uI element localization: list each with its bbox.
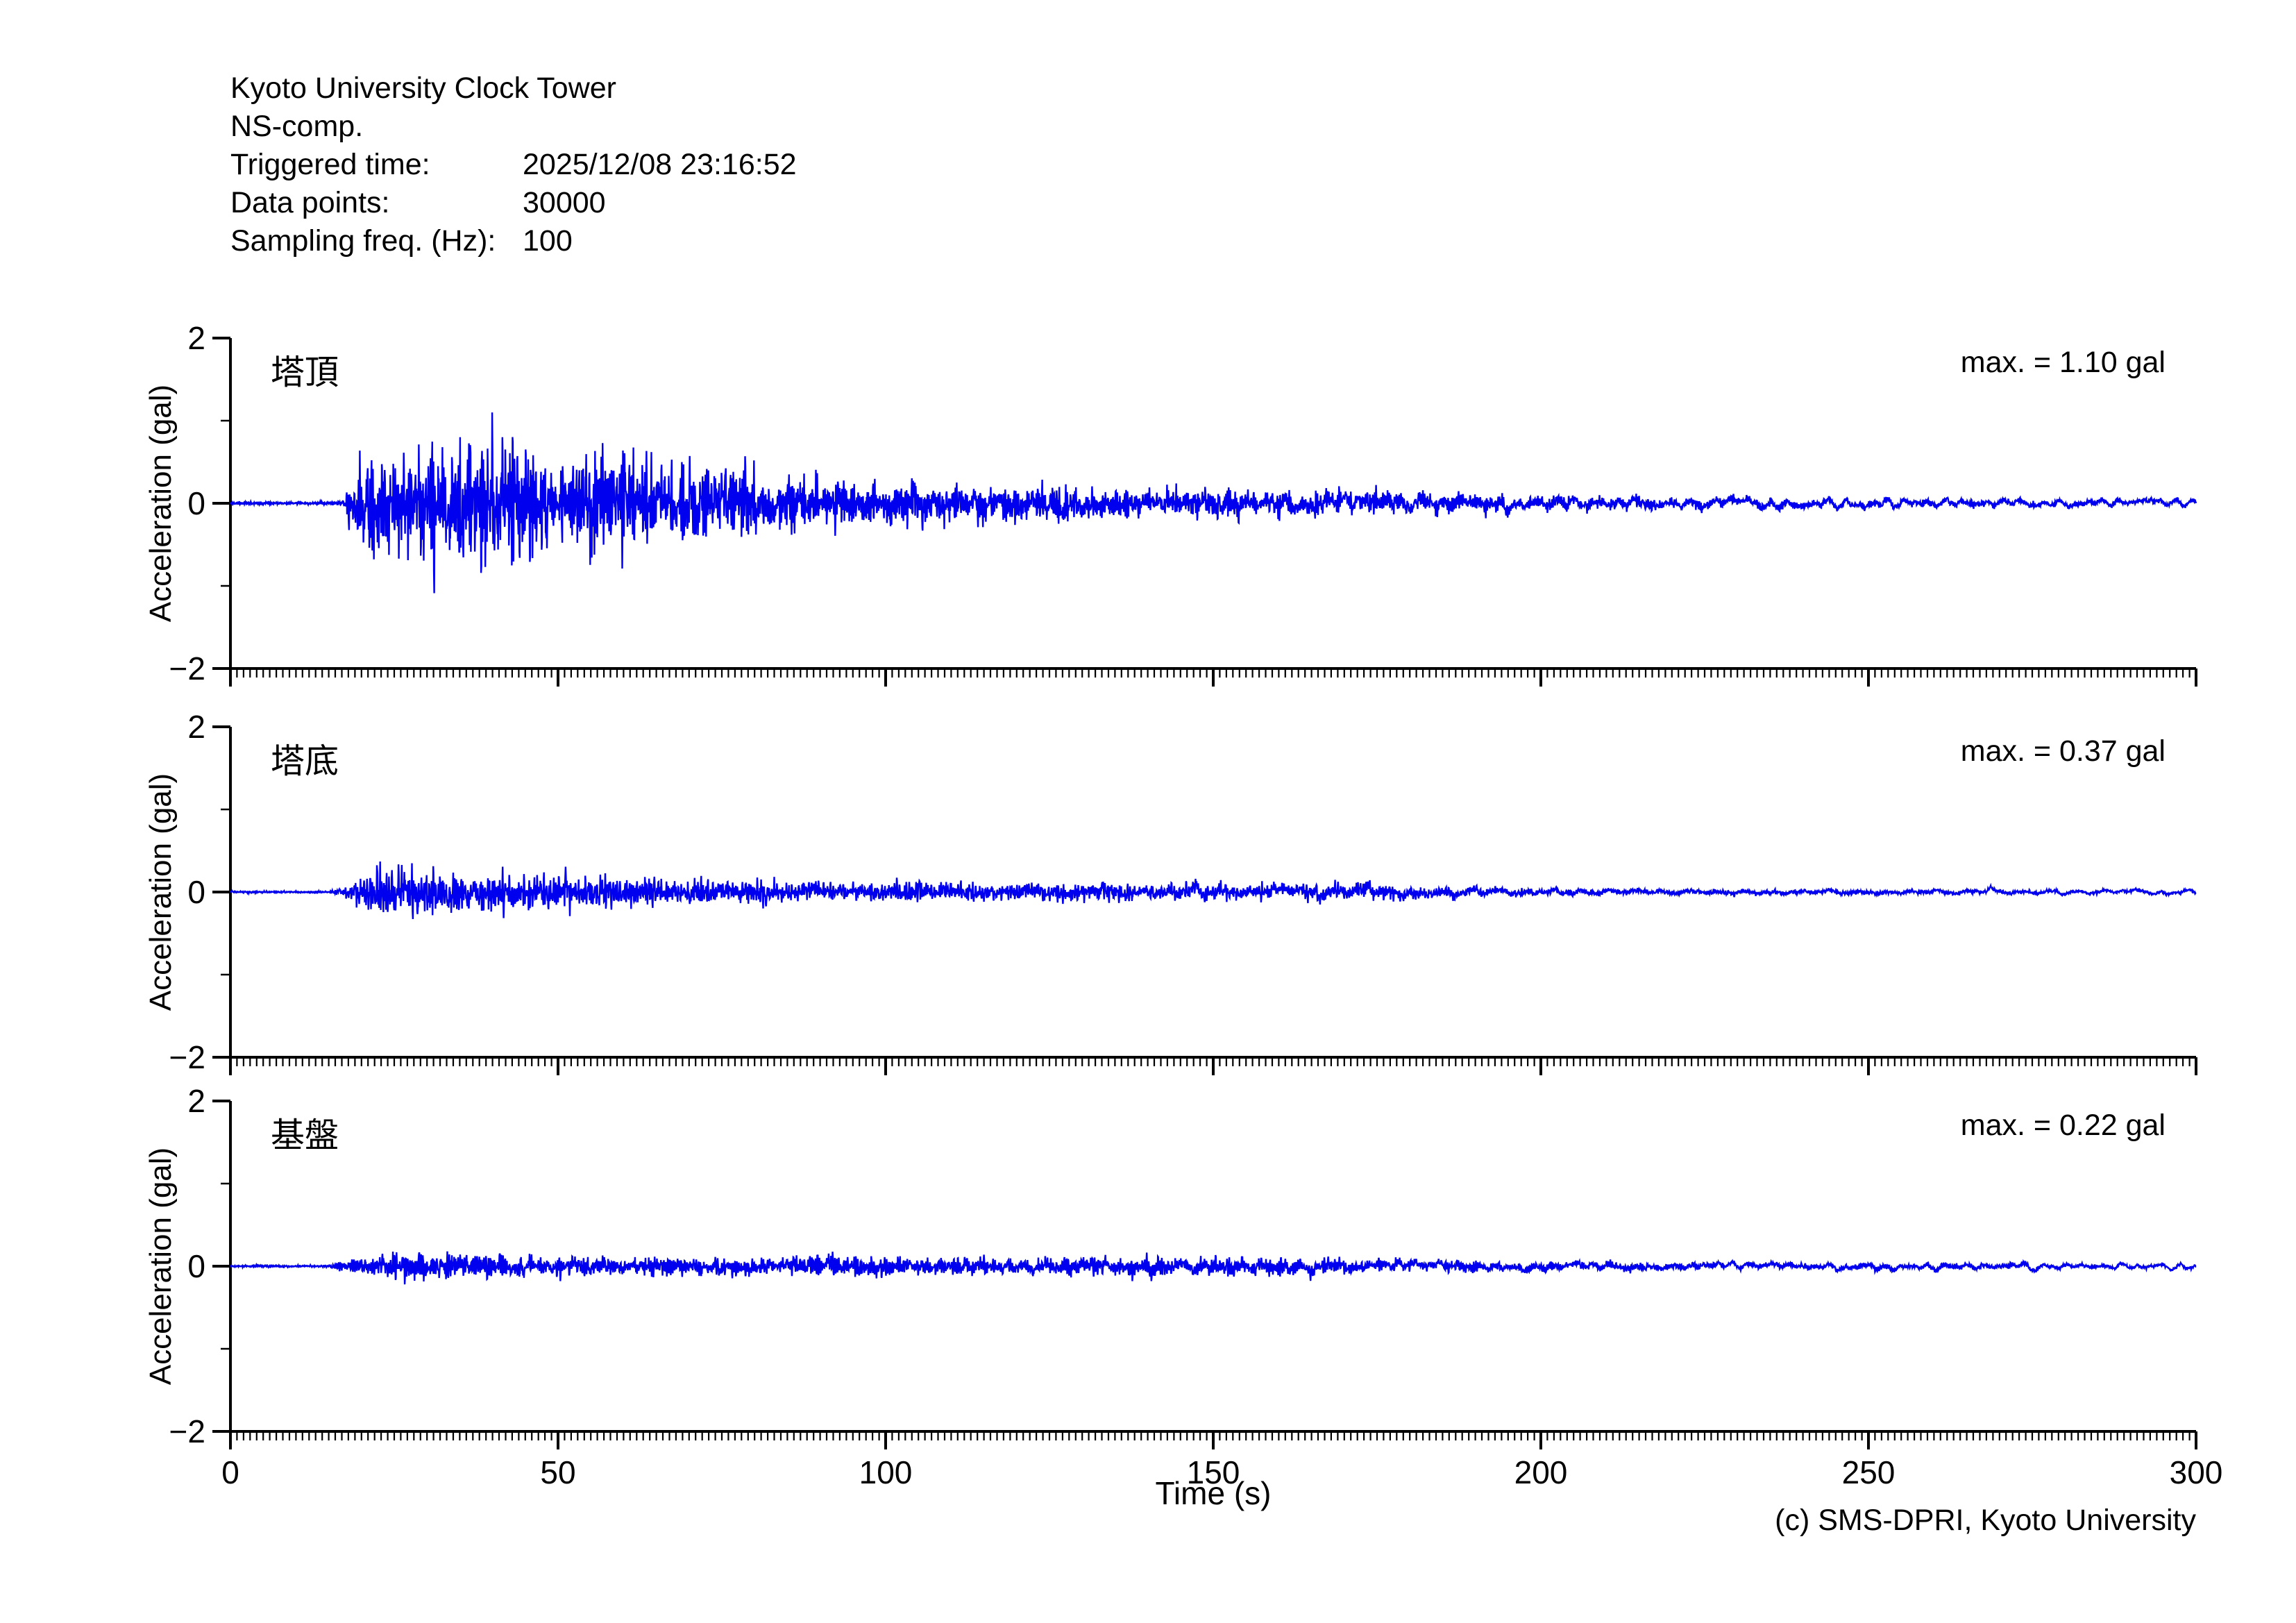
- sampling-freq-label: Sampling freq. (Hz):: [230, 224, 496, 258]
- x-axis-label: Time (s): [1155, 1475, 1272, 1511]
- x-tick-label: 100: [859, 1454, 913, 1490]
- header-row-sampling-freq: Sampling freq. (Hz): 100: [230, 222, 797, 260]
- triggered-time-label: Triggered time:: [230, 148, 430, 181]
- x-major-ticks: [229, 668, 2197, 687]
- component-label: NS-comp.: [230, 110, 364, 143]
- y-tick-label: 0: [187, 1248, 205, 1284]
- channel-label-tower-top: 塔頂: [271, 354, 339, 392]
- x-minor-ticks: [236, 668, 2191, 678]
- channel-label-bedrock: 基盤: [271, 1117, 339, 1154]
- y-tick-label: 0: [187, 485, 205, 521]
- waveform-trace: [230, 861, 2197, 920]
- copyright-credit: (c) SMS-DPRI, Kyoto University: [1775, 1504, 2196, 1537]
- x-tick-label: 250: [1841, 1454, 1896, 1490]
- max-value-tower-top: max. = 1.10 gal: [1960, 346, 2166, 379]
- waveform-trace: [230, 412, 2197, 594]
- y-tick-label: 2: [187, 709, 205, 745]
- x-minor-ticks: [236, 1431, 2191, 1440]
- data-points-label: Data points:: [230, 186, 390, 219]
- y-tick-label: 2: [187, 1083, 205, 1119]
- y-minor-ticks: [221, 419, 230, 587]
- x-tick-label: 50: [540, 1454, 576, 1490]
- sampling-freq-value: 100: [523, 224, 573, 258]
- y-tick-label: −2: [169, 1413, 205, 1449]
- max-value-tower-bottom: max. = 0.37 gal: [1960, 734, 2166, 768]
- station-title: Kyoto University Clock Tower: [230, 72, 616, 105]
- y-tick-label: −2: [169, 650, 205, 687]
- x-tick-label: 150: [1186, 1454, 1240, 1490]
- triggered-time-value: 2025/12/08 23:16:52: [523, 148, 797, 181]
- y-major-ticks: [212, 1100, 230, 1433]
- y-tick-label: −2: [169, 1039, 205, 1075]
- y-tick-label: 0: [187, 874, 205, 910]
- y-minor-ticks: [221, 808, 230, 976]
- channel-label-tower-bottom: 塔底: [271, 743, 339, 780]
- waveform-trace: [230, 1251, 2197, 1285]
- x-tick-label: 200: [1514, 1454, 1568, 1490]
- header-row-triggered-time: Triggered time: 2025/12/08 23:16:52: [230, 146, 797, 184]
- header-row-data-points: Data points: 30000: [230, 184, 797, 222]
- x-tick-label: 300: [2169, 1454, 2223, 1490]
- data-points-value: 30000: [523, 186, 606, 219]
- x-minor-ticks: [236, 1057, 2191, 1066]
- max-value-bedrock: max. = 0.22 gal: [1960, 1109, 2166, 1142]
- y-major-ticks: [212, 725, 230, 1059]
- x-major-ticks: [229, 1057, 2197, 1075]
- header-block: Kyoto University Clock Tower NS-comp. Tr…: [230, 69, 797, 260]
- x-tick-label: 0: [221, 1454, 239, 1490]
- x-major-ticks: [229, 1431, 2197, 1449]
- y-major-ticks: [212, 337, 230, 670]
- y-minor-ticks: [221, 1182, 230, 1350]
- y-tick-label: 2: [187, 320, 205, 356]
